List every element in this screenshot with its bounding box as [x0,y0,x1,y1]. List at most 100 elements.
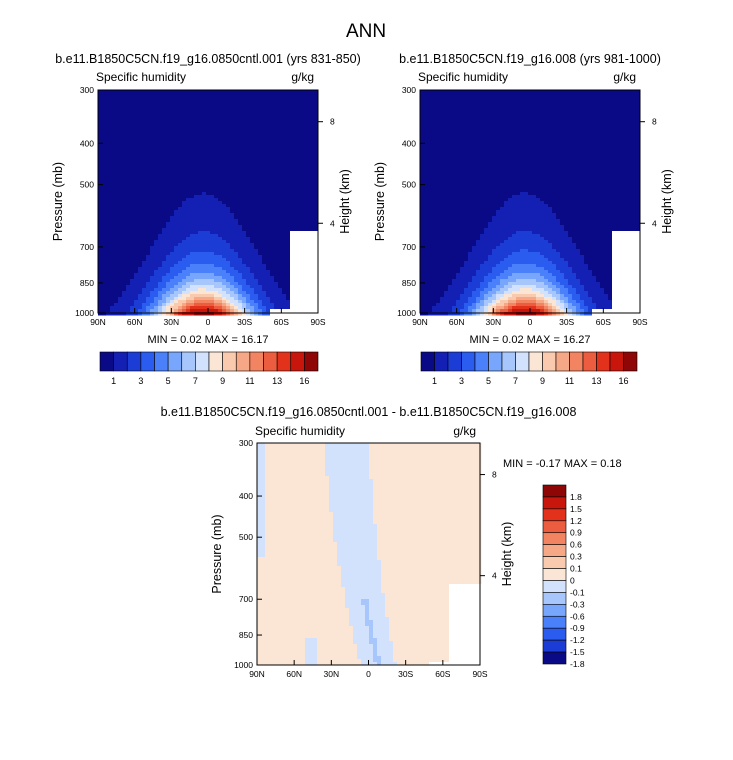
field-cell [218,174,223,178]
field-cell [106,267,111,271]
field-cell [150,108,155,112]
field-cell [298,102,303,106]
field-cell [262,117,267,121]
field-cell [206,249,211,253]
field-cell [556,114,561,118]
field-cell [302,159,307,163]
field-cell [632,117,637,121]
field-cell [512,102,517,106]
field-cell [266,147,271,151]
field-cell [98,222,103,226]
field-cell [190,246,195,250]
field-cell [142,171,147,175]
field-cell [278,207,283,211]
field-cell [286,114,291,118]
field-cell [98,306,103,310]
field-cell [520,90,525,94]
field-cell [118,216,123,220]
field-cell [314,159,319,163]
field-cell [186,198,191,202]
field-cell [122,162,127,166]
field-cell [270,141,275,145]
field-cell [432,90,437,94]
field-cell [226,144,231,148]
field-cell [110,216,115,220]
field-cell [262,213,267,217]
field-cell [536,105,541,109]
field-cell [314,291,319,295]
field-cell [134,111,139,115]
field-cell [556,111,561,115]
field-cell [178,138,183,142]
field-cell [134,231,139,235]
field-cell [306,192,311,196]
field-cell [190,186,195,190]
field-cell [210,168,215,172]
field-cell [238,141,243,145]
figure-title: ANN [346,21,386,42]
field-cell [194,264,199,268]
field-cell [222,267,227,271]
field-cell [544,90,549,94]
field-cell [246,144,251,148]
field-cell [210,279,215,283]
field-cell [142,102,147,106]
field-cell [206,138,211,142]
field-cell [130,237,135,241]
field-cell [262,189,267,193]
field-cell [170,195,175,199]
field-cell [146,195,151,199]
field-cell [512,105,517,109]
field-cell [234,159,239,163]
field-cell [150,111,155,115]
field-cell [568,117,573,121]
field-cell [142,186,147,190]
field-cell [114,180,119,184]
field-cell [178,96,183,100]
field-cell [258,153,263,157]
field-cell [114,255,119,259]
field-cell [234,207,239,211]
field-cell [190,183,195,187]
field-cell [306,159,311,163]
field-cell [488,102,493,106]
field-cell [266,174,271,178]
field-cell [234,270,239,274]
field-cell [142,300,147,304]
field-cell [448,114,453,118]
field-cell [246,204,251,208]
field-cell [210,207,215,211]
field-cell [202,243,207,247]
field-cell [572,111,577,115]
field-cell [436,126,441,130]
field-cell [162,150,167,154]
field-cell [114,264,119,268]
field-cell [194,150,199,154]
field-cell [246,249,251,253]
field-cell [250,303,255,307]
field-cell [242,222,247,226]
field-cell [182,108,187,112]
field-cell [170,162,175,166]
field-cell [174,144,179,148]
field-cell [278,231,283,235]
field-cell [628,102,633,106]
field-cell [146,150,151,154]
field-cell [226,309,231,313]
field-cell [138,105,143,109]
field-cell [154,117,159,121]
field-cell [222,96,227,100]
field-cell [202,105,207,109]
field-cell [166,120,171,124]
field-cell [158,249,163,253]
field-cell [428,126,433,130]
field-cell [210,288,215,292]
field-cell [110,192,115,196]
field-cell [600,99,605,103]
field-cell [440,126,445,130]
field-cell [238,144,243,148]
field-cell [218,255,223,259]
field-cell [250,297,255,301]
field-cell [472,93,477,97]
field-cell [218,189,223,193]
